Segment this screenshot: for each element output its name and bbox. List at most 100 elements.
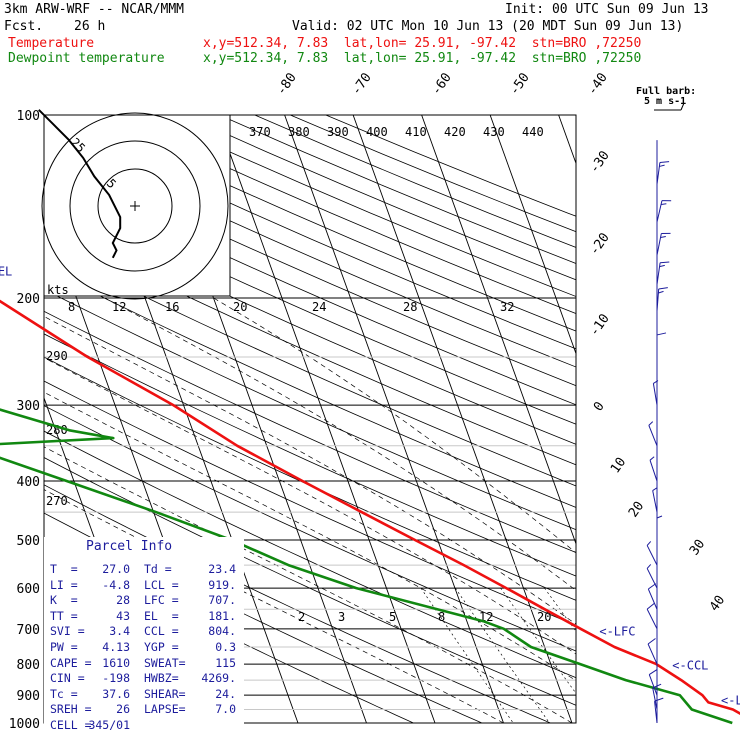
theta-tick-label: 370	[249, 125, 271, 139]
isotherm-tick-label: -30	[587, 148, 613, 176]
theta-tick-label: 410	[405, 125, 427, 139]
pressure-tick-label: 1000	[9, 717, 40, 732]
wind-barb-shaft	[646, 568, 658, 589]
pressure-tick-label: 300	[17, 399, 40, 414]
wind-barb-flag	[660, 235, 666, 238]
mixing-ratio-tick-label: 20	[537, 610, 551, 624]
parcel-param-name: SWEAT=	[144, 655, 186, 670]
parcel-param-value: 115	[215, 655, 236, 670]
isotherm-tick-label: -80	[274, 70, 300, 98]
dry-adiabat-line	[290, 115, 576, 233]
level-marker-label: <-LFC	[599, 624, 635, 638]
hodograph-units-label: kts	[47, 283, 69, 297]
wind-barb-shaft	[654, 701, 658, 724]
parcel-param-value: -4.8	[102, 577, 130, 592]
wind-barb-flag	[658, 290, 664, 294]
dry-adiabat-line	[325, 115, 576, 217]
parcel-param-name: LCL =	[144, 577, 179, 592]
plot-frame	[43, 114, 577, 724]
wind-barb-flag	[658, 287, 668, 290]
parcel-param-name: LFC =	[144, 593, 179, 608]
wind-barb-flag	[646, 602, 655, 610]
wind-speed-tick-label: 8	[68, 300, 75, 314]
wind-barb-shaft	[656, 200, 663, 223]
parcel-param-name: Tc =	[50, 686, 78, 701]
isotherm-tick-label: 30	[687, 537, 708, 558]
moist-adiabat-line	[44, 391, 576, 682]
parcel-param-value: 1610	[102, 655, 130, 670]
wind-barb-flag	[646, 541, 652, 546]
level-marker-label: <-LCL	[721, 694, 740, 708]
mixing-ratio-line	[500, 587, 576, 694]
wind-barb-flag	[660, 203, 667, 206]
parcel-param-value: 4269.	[201, 671, 236, 686]
wind-speed-tick-label: 24	[312, 300, 326, 314]
pressure-tick-label: 200	[17, 292, 40, 307]
temperature-legend-label: Temperature	[8, 36, 95, 51]
wind-barb-flag	[656, 515, 663, 519]
isotherm-tick-label: -50	[507, 70, 533, 98]
isotherm-tick-label: 10	[608, 455, 629, 476]
parcel-info-title: Parcel Info	[86, 539, 173, 554]
wind-barb-flag	[646, 564, 652, 569]
mixing-ratio-tick-label: 5	[389, 610, 396, 624]
isotherm-line	[696, 115, 740, 723]
parcel-param-name: CIN =	[50, 671, 85, 686]
isotherm-tick-label: -10	[587, 311, 613, 339]
wind-barb-shaft	[646, 608, 658, 630]
wind-barb-shaft	[652, 383, 658, 406]
wind-barb-flag	[647, 638, 656, 645]
pressure-tick-label: 100	[17, 109, 40, 124]
moist-adiabat-line	[44, 446, 573, 723]
forecast-label: Fcst.	[4, 19, 44, 34]
parcel-param-value: 345/01	[88, 718, 130, 732]
mixing-ratio-tick-label: 8	[438, 610, 445, 624]
forecast-hours: 26 h	[74, 19, 106, 34]
valid-time: Valid: 02 UTC Mon 10 Jun 13 (20 MDT Sun …	[292, 19, 684, 34]
isotherm-tick-label: 0	[591, 399, 608, 414]
wind-barb-flag	[648, 421, 654, 426]
pressure-tick-label: 500	[17, 534, 40, 549]
isotherm-tick-label: 20	[626, 499, 647, 520]
parcel-param-name: PW =	[50, 640, 78, 654]
temperature-legend-info: x,y=512.34, 7.83 lat,lon= 25.91, -97.42 …	[203, 36, 642, 51]
parcel-param-value: 26	[116, 702, 130, 717]
model-title: 3km ARW-WRF -- NCAR/MMM	[4, 2, 185, 17]
dry-adiabat-line	[254, 115, 576, 248]
isotherm-line	[284, 115, 504, 723]
isotherm-tick-label: -40	[585, 70, 611, 98]
parcel-param-name: SREH =	[50, 702, 92, 717]
wind-legend-subtitle: 5 m s-1	[644, 96, 686, 107]
wind-barb-shaft	[656, 233, 662, 256]
dewpoint-legend-label: Dewpoint temperature	[8, 51, 165, 66]
parcel-param-name: HWBZ=	[144, 671, 179, 686]
isotherm-tick-label: -60	[429, 70, 455, 98]
parcel-param-name: K =	[50, 593, 78, 608]
wind-speed-tick-label: 32	[500, 300, 514, 314]
isotherm-line	[627, 115, 740, 723]
isotherm-line	[352, 115, 573, 723]
parcel-param-value: 23.4	[208, 562, 236, 576]
parcel-param-value: 707.	[208, 593, 236, 608]
parcel-param-value: 28	[116, 593, 130, 608]
theta-tick-label: 440	[522, 125, 544, 139]
parcel-param-value: 4.13	[102, 640, 130, 654]
parcel-param-value: 43	[116, 608, 130, 623]
hodograph-ring	[69, 140, 201, 272]
wind-barb-shaft	[647, 588, 658, 610]
wind-barb-flag	[653, 380, 659, 384]
wind-barb-shaft	[647, 643, 658, 665]
hodograph-ring	[97, 168, 173, 244]
wind-barb-flag	[656, 332, 667, 336]
parcel-param-name: CCL =	[144, 624, 179, 639]
level-marker-label: <-CCL	[672, 658, 708, 672]
isotherm-line	[489, 115, 576, 355]
parcel-param-value: 24.	[215, 686, 236, 701]
parcel-info-panel: Parcel Info T = 27.0 Td = 23.4 LI = -4.8 LCL =…	[44, 537, 244, 732]
theta-tick-label: 400	[366, 125, 388, 139]
theta-tick-label: 420	[444, 125, 466, 139]
dewpoint-line	[0, 408, 733, 725]
wind-barb-flag	[659, 161, 670, 163]
